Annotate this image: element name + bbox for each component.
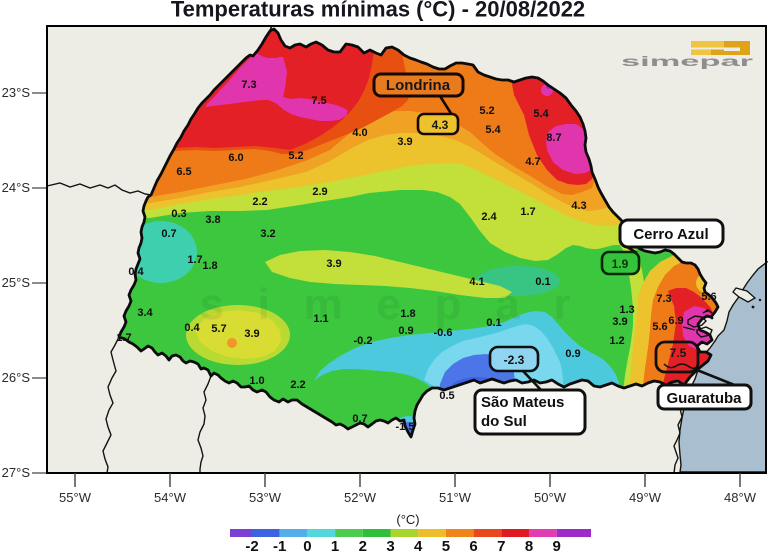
svg-text:9: 9 [553,538,561,552]
svg-text:do Sul: do Sul [481,413,527,430]
svg-text:-0.2: -0.2 [354,335,373,347]
svg-text:6.9: 6.9 [668,315,683,327]
svg-text:5.4: 5.4 [485,124,501,136]
svg-text:4.3: 4.3 [432,118,449,132]
svg-text:Temperaturas mínimas (°C) - 20: Temperaturas mínimas (°C) - 20/08/2022 [171,0,585,22]
svg-text:23°S: 23°S [2,85,31,100]
svg-text:3.9: 3.9 [326,258,341,270]
svg-text:4.7: 4.7 [525,156,540,168]
svg-text:48°W: 48°W [724,490,757,505]
svg-text:-1.5: -1.5 [396,421,415,433]
svg-text:-2: -2 [245,538,258,552]
svg-text:27°S: 27°S [2,465,31,480]
svg-text:2.4: 2.4 [481,211,497,223]
svg-text:1.7: 1.7 [187,254,202,266]
svg-text:6.5: 6.5 [176,166,191,178]
svg-text:0.1: 0.1 [486,317,501,329]
svg-text:7.5: 7.5 [670,346,687,360]
svg-text:3.8: 3.8 [205,214,220,226]
svg-text:8.7: 8.7 [546,132,561,144]
svg-text:simepar: simepar [200,280,585,329]
svg-text:0.7: 0.7 [352,413,367,425]
svg-text:0.4: 0.4 [128,266,144,278]
svg-text:Guaratuba: Guaratuba [666,390,742,407]
svg-text:5.6: 5.6 [701,291,716,303]
svg-text:52°W: 52°W [344,490,377,505]
svg-text:1.7: 1.7 [116,332,131,344]
svg-text:24°S: 24°S [2,180,31,195]
svg-text:5.6: 5.6 [652,321,667,333]
svg-text:4.1: 4.1 [469,276,484,288]
svg-text:6: 6 [469,538,477,552]
svg-text:5.4: 5.4 [533,108,549,120]
svg-text:0: 0 [303,538,311,552]
svg-text:7.3: 7.3 [241,79,256,91]
svg-text:1.0: 1.0 [249,375,264,387]
svg-text:0.7: 0.7 [161,228,176,240]
svg-text:Cerro Azul: Cerro Azul [633,226,708,243]
svg-text:-1: -1 [273,538,286,552]
svg-text:5.7: 5.7 [211,323,226,335]
svg-text:(°C): (°C) [396,512,419,527]
svg-text:0.5: 0.5 [439,390,454,402]
svg-text:0.9: 0.9 [398,325,413,337]
svg-text:simepar: simepar [621,54,755,69]
svg-text:7: 7 [497,538,505,552]
svg-text:1.1: 1.1 [313,313,328,325]
svg-text:7.5: 7.5 [311,95,326,107]
svg-text:3: 3 [386,538,394,552]
svg-text:-2.3: -2.3 [504,353,525,367]
svg-text:1: 1 [331,538,339,552]
svg-text:26°S: 26°S [2,370,31,385]
svg-text:53°W: 53°W [249,490,282,505]
svg-text:0.1: 0.1 [535,276,550,288]
svg-text:4.3: 4.3 [571,200,586,212]
svg-text:1.3: 1.3 [619,304,634,316]
svg-text:49°W: 49°W [629,490,662,505]
svg-text:2: 2 [359,538,367,552]
svg-text:3.2: 3.2 [260,228,275,240]
svg-text:3.4: 3.4 [137,307,153,319]
svg-text:54°W: 54°W [154,490,187,505]
svg-text:3.9: 3.9 [244,328,259,340]
svg-text:1.2: 1.2 [609,335,624,347]
svg-text:3.9: 3.9 [612,316,627,328]
svg-text:5: 5 [442,538,450,552]
svg-text:5.2: 5.2 [479,105,494,117]
svg-text:2.2: 2.2 [252,196,267,208]
svg-text:50°W: 50°W [534,490,567,505]
svg-text:51°W: 51°W [439,490,472,505]
svg-text:1.8: 1.8 [400,308,415,320]
svg-text:1.8: 1.8 [202,260,217,272]
svg-text:0.9: 0.9 [565,348,580,360]
svg-text:55°W: 55°W [59,490,92,505]
svg-text:-0.6: -0.6 [434,327,453,339]
svg-text:4: 4 [414,538,423,552]
svg-text:Londrina: Londrina [386,77,451,94]
svg-text:2.9: 2.9 [312,186,327,198]
svg-text:4.0: 4.0 [352,127,367,139]
svg-text:7.3: 7.3 [656,293,671,305]
svg-text:6.0: 6.0 [228,152,243,164]
svg-text:2.2: 2.2 [290,379,305,391]
svg-text:0.3: 0.3 [171,208,186,220]
svg-text:1.9: 1.9 [612,257,629,271]
svg-text:25°S: 25°S [2,275,31,290]
svg-text:São Mateus: São Mateus [481,394,564,411]
svg-text:5.2: 5.2 [288,150,303,162]
svg-text:1.7: 1.7 [520,206,535,218]
svg-text:8: 8 [525,538,533,552]
svg-text:3.9: 3.9 [397,136,412,148]
svg-text:0.4: 0.4 [184,322,200,334]
